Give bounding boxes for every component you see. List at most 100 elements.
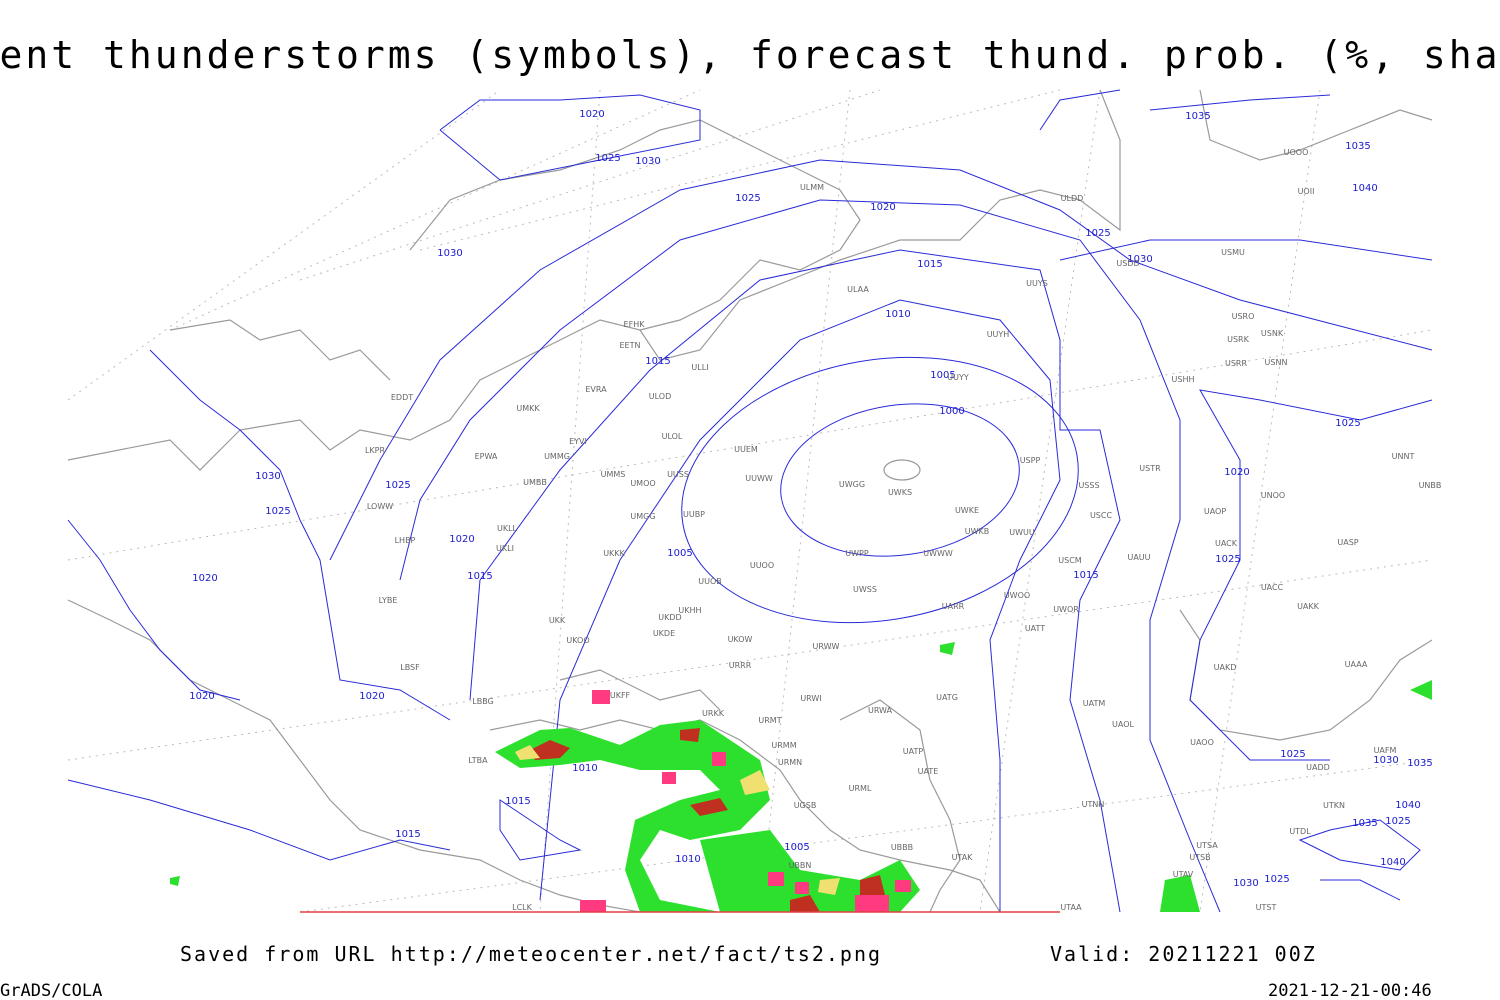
station-label: LKPR [365, 446, 386, 455]
isobar-label: 1020 [359, 691, 384, 702]
station-label: UUOO [750, 561, 774, 570]
station-label: LHBP [395, 536, 416, 545]
station-label: URKK [702, 709, 725, 718]
isobar-label: 1015 [917, 259, 942, 270]
station-label: UKOO [566, 636, 589, 645]
isobar-label: 1030 [437, 248, 462, 259]
station-label: UKLL [497, 524, 518, 533]
station-label: UTAK [952, 853, 974, 862]
station-label: UBBB [891, 843, 913, 852]
station-label: USRO [1232, 312, 1255, 321]
station-label: UMKK [516, 404, 540, 413]
station-label: UUSS [667, 470, 689, 479]
station-label: UUYH [987, 330, 1010, 339]
isobar-label: 1040 [1395, 800, 1420, 811]
station-label: USRR [1225, 359, 1247, 368]
isobar-label: 1040 [1352, 183, 1377, 194]
station-label: UATT [1025, 624, 1045, 633]
isobar-label: 1030 [1127, 254, 1152, 265]
isobar-label: 1025 [595, 153, 620, 164]
station-label: USHH [1172, 375, 1195, 384]
station-label: UTDL [1289, 827, 1311, 836]
station-label: USRK [1227, 335, 1249, 344]
isobar-label: 1015 [505, 796, 530, 807]
station-label: UUBP [683, 510, 705, 519]
station-label: USTR [1139, 464, 1161, 473]
isobar-label: 1005 [930, 370, 955, 381]
station-label: ULOL [662, 432, 683, 441]
station-label: UAUU [1127, 553, 1150, 562]
valid-time: Valid: 20211221 00Z [1050, 942, 1317, 966]
source-url: Saved from URL http://meteocenter.net/fa… [180, 942, 882, 966]
coastlines [67, 89, 1433, 913]
station-label: UAKD [1214, 663, 1237, 672]
station-label: UKOW [728, 635, 753, 644]
station-label: UWKB [965, 527, 990, 536]
station-label: EVRA [585, 385, 607, 394]
station-label: UATG [936, 693, 958, 702]
station-label: UBBN [789, 861, 812, 870]
isobar-label: 1030 [1233, 878, 1258, 889]
station-label: UATE [918, 767, 939, 776]
station-label: UTSB [1189, 853, 1210, 862]
station-label: UATM [1083, 699, 1106, 708]
station-label: URMM [771, 741, 796, 750]
station-label: UUYY [947, 373, 969, 382]
station-label: UAKK [1297, 602, 1320, 611]
station-label: LYBE [379, 596, 398, 605]
station-label: UGSB [794, 801, 817, 810]
isobar-label: 1030 [635, 156, 660, 167]
station-label: UTSA [1196, 841, 1218, 850]
isobar-label: 1040 [1380, 857, 1405, 868]
isobar-label: 1015 [395, 829, 420, 840]
station-label: EYVI [569, 437, 587, 446]
station-label: USNN [1265, 358, 1288, 367]
station-label: UTNN [1082, 800, 1105, 809]
station-label: URRR [729, 661, 752, 670]
station-label: UKFF [610, 691, 631, 700]
isobar-label: 1035 [1345, 141, 1370, 152]
station-label: LOWW [367, 502, 393, 511]
isobars [67, 89, 1433, 913]
station-label: UWUU [1009, 528, 1035, 537]
isobar-label: 1015 [1073, 570, 1098, 581]
station-label: UNOO [1261, 491, 1285, 500]
station-label: UWPP [845, 549, 869, 558]
isobar-label: 1025 [1215, 554, 1240, 565]
station-label: UATP [903, 747, 924, 756]
station-label: UMOO [630, 479, 655, 488]
station-label: UUYS [1026, 279, 1048, 288]
station-label: UKHH [678, 606, 701, 615]
station-label: EETN [620, 341, 641, 350]
isobar-label: 1005 [667, 548, 692, 559]
isobar-label: 1025 [385, 480, 410, 491]
station-label: LBBG [472, 697, 494, 706]
station-label: LBSF [400, 663, 420, 672]
isobar-label: 1015 [645, 356, 670, 367]
station-label: URWA [868, 706, 893, 715]
station-label: UWKS [888, 488, 912, 497]
station-label: USPP [1020, 456, 1041, 465]
station-label: URML [849, 784, 872, 793]
station-label: UNBB [1419, 481, 1442, 490]
station-label: LTBA [468, 756, 488, 765]
isobar-label: 1025 [1085, 228, 1110, 239]
isobar-label: 1015 [467, 571, 492, 582]
station-label: UUOB [698, 577, 722, 586]
station-label: URMT [758, 716, 781, 725]
station-label: UASP [1337, 538, 1358, 547]
isobar-label: 1025 [265, 506, 290, 517]
station-label: USCM [1058, 556, 1082, 565]
isobar-label: 1020 [192, 573, 217, 584]
station-label: UTKN [1323, 801, 1345, 810]
isobar-label: 1020 [579, 109, 604, 120]
title: Current thunderstorms (symbols), forecas… [0, 33, 1500, 77]
station-label: UMMS [601, 470, 626, 479]
station-label: UAOO [1190, 738, 1214, 747]
station-label: UWOR [1053, 605, 1079, 614]
station-label: UKLI [496, 544, 514, 553]
station-label: EDDT [391, 393, 413, 402]
thunderstorm-probability [170, 642, 1432, 912]
station-label: URWI [800, 694, 821, 703]
